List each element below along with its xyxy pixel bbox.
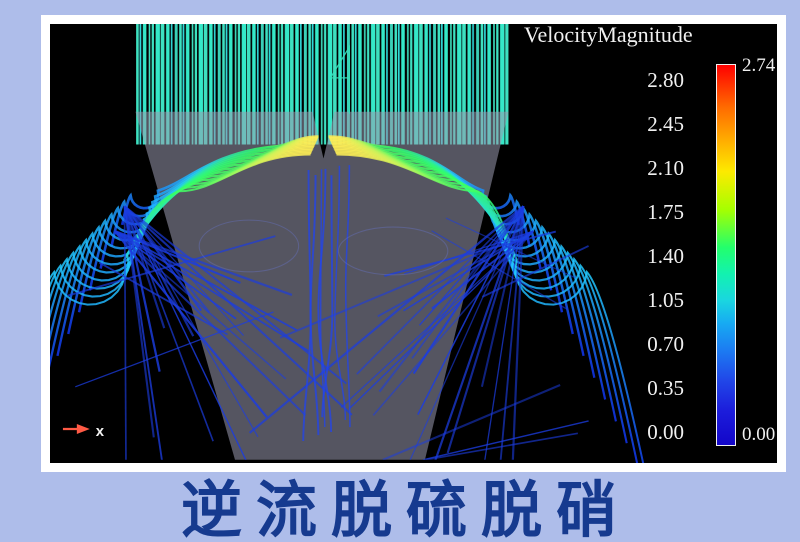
svg-text:x: x bbox=[96, 424, 105, 440]
